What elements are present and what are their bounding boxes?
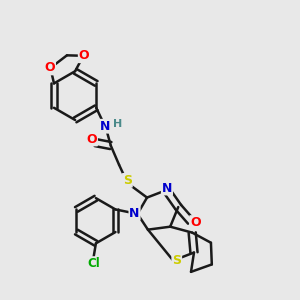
- Text: N: N: [100, 120, 110, 133]
- Text: N: N: [162, 182, 172, 194]
- Text: S: S: [123, 174, 132, 187]
- Text: O: O: [44, 61, 55, 74]
- Text: O: O: [86, 133, 97, 146]
- Text: H: H: [113, 118, 122, 128]
- Text: O: O: [79, 49, 89, 62]
- Text: Cl: Cl: [87, 257, 100, 270]
- Text: S: S: [172, 254, 181, 267]
- Text: O: O: [190, 216, 201, 229]
- Text: N: N: [129, 206, 140, 220]
